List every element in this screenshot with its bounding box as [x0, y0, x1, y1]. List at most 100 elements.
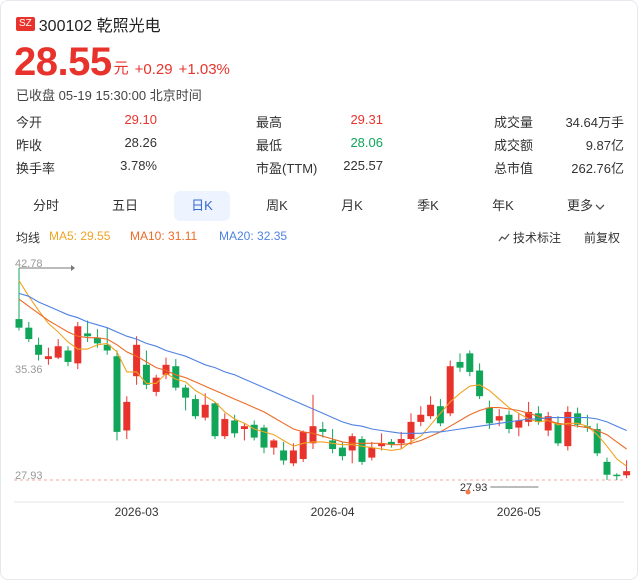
candle-body — [182, 387, 190, 398]
candle-body — [211, 403, 219, 437]
candle-body — [564, 411, 572, 447]
candle-body — [554, 423, 562, 444]
candle-body — [534, 413, 542, 422]
ma5-value: MA5: 29.55 — [49, 229, 111, 243]
candle-body — [515, 420, 523, 428]
y-tick-label: 42.78 — [15, 258, 43, 270]
event-dot — [465, 489, 471, 495]
candle-body — [172, 366, 180, 388]
price-change-pct: +1.03% — [178, 61, 230, 78]
high-marker-arrow — [71, 265, 75, 271]
stat-low-value: 28.06 — [350, 135, 383, 150]
candle-body — [201, 404, 209, 418]
candle-body — [466, 353, 474, 372]
candle-body — [495, 416, 503, 421]
stat-high-value: 29.31 — [350, 112, 383, 127]
trend-icon — [498, 233, 510, 242]
candle-body — [221, 419, 229, 437]
candle-body — [25, 327, 33, 340]
candle-body — [113, 356, 121, 432]
candle-body — [15, 319, 23, 328]
candle-body — [378, 443, 386, 447]
candle-body — [123, 401, 131, 431]
candle-body — [133, 344, 141, 377]
stats-row: 今开 29.10 最高 29.31 成交量 34.64万手 — [16, 112, 624, 135]
chevron-down-icon — [595, 204, 605, 210]
candle-body — [84, 333, 92, 337]
ma-line-ma10 — [18, 298, 627, 450]
stock-code-name: 300102 乾照光电 — [38, 18, 161, 35]
candle-body — [280, 450, 288, 461]
stat-prev-close-label: 昨收 — [16, 138, 43, 153]
ma-line-ma5 — [18, 280, 627, 467]
stats-row: 昨收 28.26 最低 28.06 成交额 9.87亿 — [16, 135, 624, 158]
tab-more-label: 更多 — [566, 198, 593, 213]
stat-high-label: 最高 — [256, 115, 283, 130]
tab-intraday[interactable]: 分时 — [32, 198, 59, 213]
price-adjust-select[interactable]: 前复权 — [584, 231, 621, 245]
tab-weekly-k[interactable]: 周K — [266, 198, 288, 213]
tab-monthly-k[interactable]: 月K — [341, 198, 363, 213]
x-tick-label: 2026-04 — [311, 505, 355, 519]
price-row: 28.55 元 +0.29 +1.03% — [14, 40, 236, 82]
candle-body — [436, 406, 444, 424]
price-unit: 元 — [113, 60, 129, 77]
last-price: 28.55 — [14, 40, 112, 84]
candle-body — [387, 441, 395, 445]
stat-turnover-rate-label: 换手率 — [16, 161, 56, 176]
ma-title: 均线 — [16, 231, 41, 245]
candle-body — [485, 407, 493, 424]
candle-body — [152, 377, 160, 392]
period-tabs: 分时 五日 日K 周K 月K 季K 年K 更多 — [14, 191, 626, 221]
candle-body — [446, 366, 454, 414]
candle-body — [44, 356, 52, 360]
stat-turnover-amount-value: 9.87亿 — [585, 138, 624, 153]
tech-annotation-label: 技术标注 — [513, 231, 562, 245]
stats-grid: 今开 29.10 最高 29.31 成交量 34.64万手 昨收 28.26 最… — [16, 112, 624, 181]
candle-body — [525, 411, 533, 422]
candle-body — [593, 429, 601, 454]
candle-body — [250, 424, 258, 438]
candle-body — [191, 399, 199, 417]
stat-market-cap-label: 总市值 — [494, 161, 534, 176]
tab-five-day[interactable]: 五日 — [111, 198, 138, 213]
stat-turnover-amount-label: 成交额 — [494, 138, 534, 153]
tech-annotation-toggle[interactable]: 技术标注 — [498, 229, 561, 246]
candle-body — [358, 439, 366, 462]
stat-pe-value: 225.57 — [343, 158, 383, 173]
y-tick-label: 27.93 — [15, 470, 43, 482]
candle-body — [299, 431, 307, 460]
tab-daily-k[interactable]: 日K — [174, 191, 230, 221]
tab-more[interactable]: 更多 — [554, 191, 618, 221]
stat-low-label: 最低 — [256, 138, 283, 153]
tab-yearly-k[interactable]: 年K — [492, 198, 514, 213]
low-marker-label: 27.93 — [460, 482, 488, 494]
stats-row: 换手率 3.78% 市盈(TTM) 225.57 总市值 262.76亿 — [16, 158, 624, 181]
stat-pe-label: 市盈(TTM) — [256, 161, 318, 176]
stat-open-label: 今开 — [16, 115, 43, 130]
stock-header: SZ 300102 乾照光电 — [16, 13, 161, 35]
stat-volume-label: 成交量 — [494, 115, 534, 130]
x-tick-label: 2026-05 — [497, 505, 541, 519]
candle-body — [338, 447, 346, 457]
candle-body — [289, 450, 297, 464]
market-status: 已收盘 05-19 15:30:00 北京时间 — [16, 88, 202, 103]
ma20-value: MA20: 32.35 — [219, 229, 288, 243]
market-badge: SZ — [16, 17, 35, 31]
ma10-value: MA10: 31.11 — [130, 229, 198, 243]
candle-body — [54, 346, 62, 358]
x-tick-label: 2026-03 — [115, 505, 159, 519]
y-tick-label: 35.36 — [15, 364, 43, 376]
candle-body — [162, 364, 170, 375]
candle-body — [407, 421, 415, 440]
candle-body — [544, 416, 552, 431]
candle-body — [603, 461, 611, 475]
candle-body — [103, 344, 111, 351]
candle-body — [456, 361, 464, 368]
stat-prev-close-value: 28.26 — [124, 135, 157, 150]
tab-quarterly-k[interactable]: 季K — [417, 198, 439, 213]
stat-volume-value: 34.64万手 — [565, 115, 624, 130]
candle-body — [270, 440, 278, 448]
candle-body — [74, 326, 82, 364]
